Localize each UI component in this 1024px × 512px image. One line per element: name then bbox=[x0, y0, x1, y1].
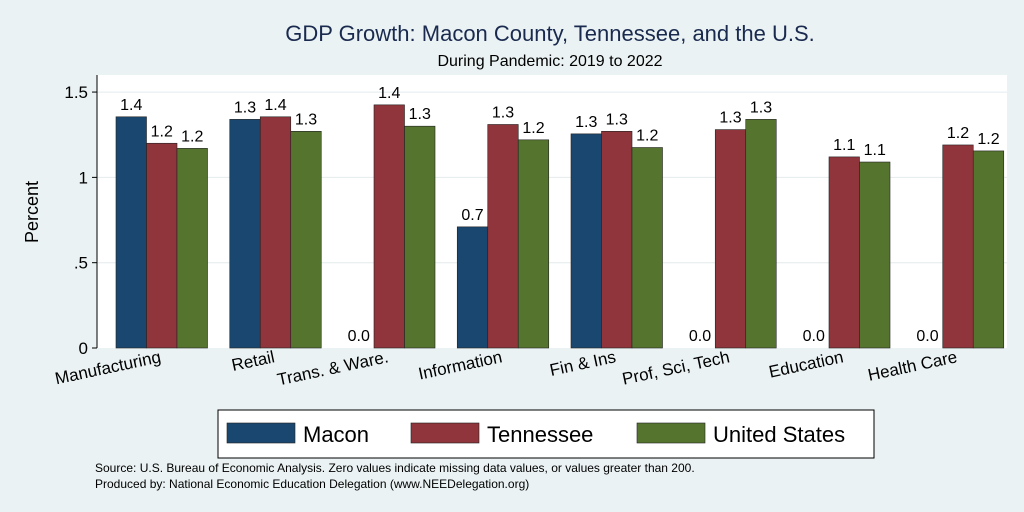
bar bbox=[972, 150, 1005, 349]
bar-value-label: 1.2 bbox=[522, 120, 544, 137]
bar-value-label: 1.4 bbox=[378, 85, 400, 102]
x-tick-label: Education bbox=[767, 347, 845, 381]
bar bbox=[229, 119, 261, 349]
bar bbox=[373, 104, 405, 349]
bar bbox=[942, 144, 974, 349]
legend-swatch bbox=[636, 422, 706, 444]
legend-box bbox=[217, 409, 875, 459]
bar bbox=[487, 124, 519, 349]
bar bbox=[745, 119, 777, 349]
bar-value-label: 1.2 bbox=[977, 131, 999, 148]
bar bbox=[828, 156, 860, 349]
bar-value-label: 0.0 bbox=[689, 328, 711, 345]
bar bbox=[146, 142, 178, 349]
bar-value-label: 1.3 bbox=[492, 104, 514, 121]
bar-value-label: 1.1 bbox=[864, 142, 886, 159]
bar bbox=[404, 125, 436, 349]
x-tick-label: Fin & Ins bbox=[548, 347, 618, 380]
y-tick-label: .5 bbox=[74, 254, 88, 273]
bar bbox=[859, 161, 891, 349]
y-axis-label: Percent bbox=[22, 181, 42, 243]
bar-value-label: 1.4 bbox=[120, 97, 142, 114]
bar-value-label: 1.3 bbox=[409, 106, 431, 123]
y-tick-label: 0 bbox=[79, 339, 88, 358]
bar bbox=[631, 147, 663, 349]
bar-value-label: 1.3 bbox=[575, 114, 597, 131]
legend-label: Macon bbox=[303, 422, 369, 447]
bar bbox=[601, 131, 633, 349]
y-ticks: 0 .5 1 1.5 bbox=[64, 83, 97, 358]
chart-title: GDP Growth: Macon County, Tennessee, and… bbox=[285, 21, 815, 46]
bar-value-label: 0.0 bbox=[348, 328, 370, 345]
bar-value-label: 1.3 bbox=[295, 111, 317, 128]
bar bbox=[259, 116, 292, 349]
bar-value-label: 1.2 bbox=[947, 125, 969, 142]
y-tick-label: 1 bbox=[79, 168, 88, 187]
x-tick-label: Prof, Sci, Tech bbox=[620, 347, 731, 388]
bar-value-label: 0.7 bbox=[461, 207, 483, 224]
bar-labels: 1.4 1.2 1.2 1.3 1.4 1.3 0.0 1.4 1.3 0.7 1.3 1.2 1.3 1… bbox=[120, 85, 1000, 345]
bar-value-label: 1.2 bbox=[151, 123, 173, 140]
bar-value-label: 1.3 bbox=[606, 111, 628, 128]
legend-swatch bbox=[410, 422, 480, 444]
x-tick-labels: Manufacturing Retail Trans. & Ware. Informa… bbox=[53, 347, 959, 389]
legend-label: United States bbox=[713, 422, 845, 447]
bars bbox=[115, 104, 1005, 349]
chart-subtitle: During Pandemic: 2019 to 2022 bbox=[437, 53, 662, 70]
bar-value-label: 1.1 bbox=[833, 137, 855, 154]
bar bbox=[176, 148, 208, 349]
bar bbox=[290, 131, 322, 349]
y-tick-label: 1.5 bbox=[64, 83, 88, 102]
bar bbox=[714, 129, 747, 349]
x-tick-label: Retail bbox=[230, 347, 276, 375]
legend-label: Tennessee bbox=[487, 422, 593, 447]
x-tick-label: Health Care bbox=[866, 347, 959, 384]
bar bbox=[115, 116, 147, 349]
bar-value-label: 0.0 bbox=[803, 328, 825, 345]
bar-value-label: 0.0 bbox=[916, 328, 938, 345]
bar bbox=[517, 139, 550, 349]
bar-value-label: 1.2 bbox=[636, 128, 658, 145]
x-tick-label: Manufacturing bbox=[53, 347, 162, 388]
bar-value-label: 1.3 bbox=[719, 110, 741, 127]
x-tick-label: Information bbox=[417, 347, 504, 383]
bar-value-label: 1.4 bbox=[264, 97, 286, 114]
bar bbox=[456, 226, 489, 349]
bar-value-label: 1.2 bbox=[181, 128, 203, 145]
x-tick-label: Trans. & Ware. bbox=[276, 347, 391, 389]
bar-value-label: 1.3 bbox=[750, 99, 772, 116]
source-note: Source: U.S. Bureau of Economic Analysis… bbox=[95, 461, 695, 475]
legend-swatch bbox=[226, 422, 296, 444]
produced-by-note: Produced by: National Economic Education… bbox=[95, 477, 529, 491]
legend: Macon Tennessee United States bbox=[226, 422, 845, 447]
bar-value-label: 1.3 bbox=[234, 99, 256, 116]
bar bbox=[570, 133, 602, 349]
